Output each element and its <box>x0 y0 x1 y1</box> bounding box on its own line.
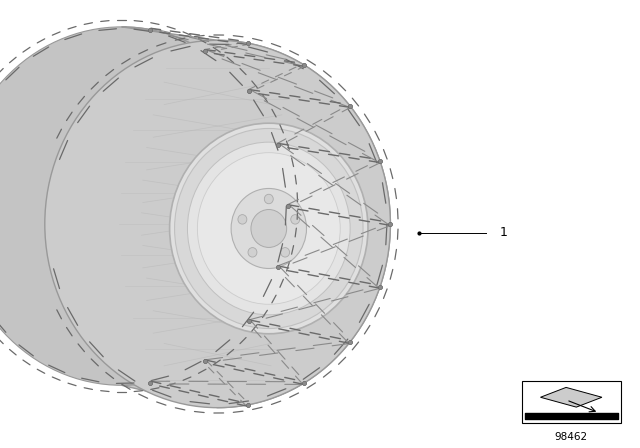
Ellipse shape <box>45 40 390 408</box>
Ellipse shape <box>188 142 350 315</box>
Ellipse shape <box>248 248 257 257</box>
Ellipse shape <box>251 210 287 247</box>
Polygon shape <box>540 388 602 407</box>
Ellipse shape <box>175 129 363 328</box>
Ellipse shape <box>281 248 289 257</box>
Ellipse shape <box>231 189 307 268</box>
Text: 1: 1 <box>499 226 507 240</box>
Ellipse shape <box>170 123 368 334</box>
Text: 98462: 98462 <box>555 432 588 442</box>
Ellipse shape <box>0 27 288 385</box>
Ellipse shape <box>291 215 300 224</box>
Ellipse shape <box>197 153 340 304</box>
Ellipse shape <box>238 215 247 224</box>
Bar <box>522 381 621 423</box>
Polygon shape <box>122 27 390 408</box>
Ellipse shape <box>264 194 273 204</box>
